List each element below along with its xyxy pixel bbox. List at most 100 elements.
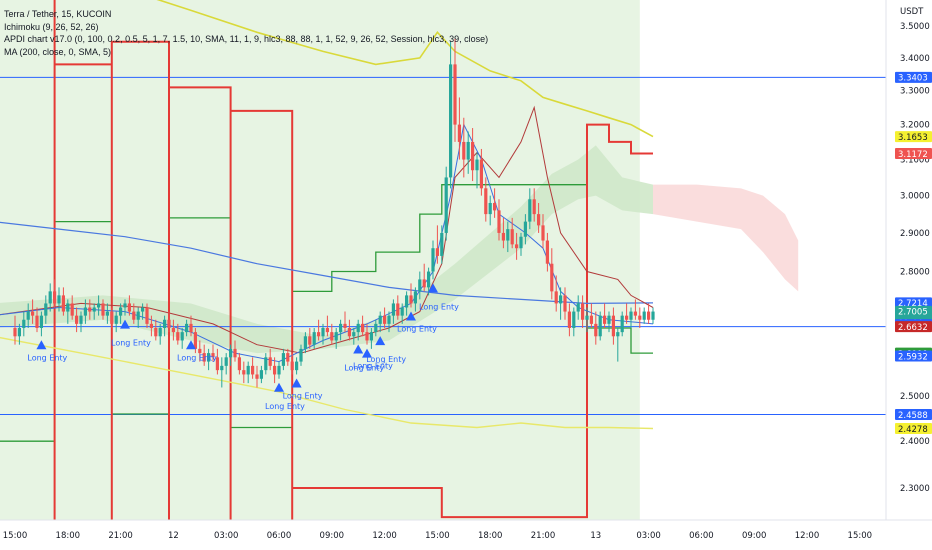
candle[interactable] [281, 348, 285, 371]
candle[interactable] [576, 295, 580, 320]
candle[interactable] [435, 225, 439, 264]
candle[interactable] [501, 217, 505, 249]
candle[interactable] [149, 315, 153, 337]
candle[interactable] [92, 303, 96, 320]
candle[interactable] [611, 307, 615, 345]
candle[interactable] [185, 319, 189, 337]
candle[interactable] [444, 166, 448, 241]
candle[interactable] [356, 319, 360, 341]
candle[interactable] [339, 319, 343, 341]
candle[interactable] [515, 232, 519, 260]
candle[interactable] [132, 303, 136, 324]
candle[interactable] [532, 188, 536, 222]
candle[interactable] [620, 311, 624, 337]
candle[interactable] [334, 327, 338, 349]
candle[interactable] [629, 307, 633, 328]
candle[interactable] [528, 188, 532, 230]
candle[interactable] [581, 295, 585, 328]
candle[interactable] [325, 315, 329, 337]
candle[interactable] [97, 295, 101, 316]
candle[interactable] [616, 327, 620, 362]
candle[interactable] [75, 307, 79, 333]
candle[interactable] [462, 117, 466, 178]
candle[interactable] [215, 348, 219, 375]
candle[interactable] [330, 323, 334, 345]
candle[interactable] [123, 299, 127, 316]
candle[interactable] [70, 295, 74, 320]
candle[interactable] [431, 240, 435, 280]
candle[interactable] [369, 327, 373, 349]
candle[interactable] [255, 365, 259, 388]
candle[interactable] [449, 41, 453, 189]
candle[interactable] [409, 283, 413, 308]
candle[interactable] [211, 344, 215, 362]
long-entry-marker[interactable] [353, 344, 364, 354]
candle[interactable] [422, 263, 426, 292]
candle[interactable] [545, 232, 549, 272]
candle[interactable] [119, 303, 123, 324]
candle[interactable] [105, 303, 109, 324]
candle[interactable] [585, 307, 589, 333]
candle[interactable] [559, 287, 563, 320]
candle[interactable] [317, 319, 321, 341]
candle[interactable] [303, 332, 307, 354]
legend-ichimoku[interactable]: Ichimoku (9, 26, 52, 26) [4, 21, 99, 32]
candle[interactable] [141, 303, 145, 320]
candle[interactable] [352, 327, 356, 345]
candle[interactable] [418, 271, 422, 300]
legend-symbol[interactable]: Terra / Tether, 15, KUCOIN [4, 9, 112, 19]
candle[interactable] [506, 221, 510, 253]
candle[interactable] [563, 287, 567, 320]
candle[interactable] [312, 327, 316, 349]
candle[interactable] [387, 311, 391, 333]
candle[interactable] [207, 348, 211, 371]
candle[interactable] [479, 148, 483, 196]
candle[interactable] [224, 353, 228, 375]
long-entry-marker[interactable] [36, 340, 47, 350]
candle[interactable] [22, 311, 26, 337]
candle[interactable] [638, 307, 642, 328]
candle[interactable] [510, 217, 514, 249]
candle[interactable] [79, 311, 83, 333]
candle[interactable] [273, 357, 277, 384]
candle[interactable] [61, 287, 65, 316]
long-entry-marker[interactable] [120, 319, 130, 329]
candle[interactable] [176, 323, 180, 345]
candle[interactable] [295, 357, 299, 375]
candle[interactable] [57, 287, 61, 312]
candle[interactable] [268, 348, 272, 371]
candle[interactable] [550, 248, 554, 300]
candle[interactable] [519, 232, 523, 256]
candle[interactable] [413, 287, 417, 312]
candle[interactable] [290, 353, 294, 375]
candle[interactable] [391, 299, 395, 324]
candle[interactable] [110, 307, 114, 328]
candle[interactable] [39, 311, 43, 337]
candle[interactable] [299, 344, 303, 366]
candle[interactable] [457, 97, 461, 160]
candle[interactable] [475, 152, 479, 189]
candle[interactable] [607, 311, 611, 333]
candle[interactable] [242, 361, 246, 384]
candle[interactable] [493, 188, 497, 218]
candle[interactable] [537, 202, 541, 233]
candle[interactable] [154, 319, 158, 341]
candle[interactable] [396, 295, 400, 320]
candle[interactable] [567, 303, 571, 337]
candle[interactable] [44, 295, 48, 324]
candle[interactable] [347, 319, 351, 341]
candle[interactable] [541, 214, 545, 249]
candle[interactable] [127, 295, 131, 316]
long-entry-marker[interactable] [406, 311, 416, 321]
long-entry-marker[interactable] [274, 382, 284, 392]
candle[interactable] [589, 303, 593, 328]
candle[interactable] [554, 275, 558, 312]
candle[interactable] [88, 299, 92, 320]
long-entry-marker[interactable] [428, 283, 438, 293]
candle[interactable] [374, 319, 378, 337]
candle[interactable] [453, 38, 457, 142]
candle[interactable] [625, 303, 629, 324]
candle[interactable] [259, 365, 263, 384]
candle[interactable] [167, 311, 171, 333]
